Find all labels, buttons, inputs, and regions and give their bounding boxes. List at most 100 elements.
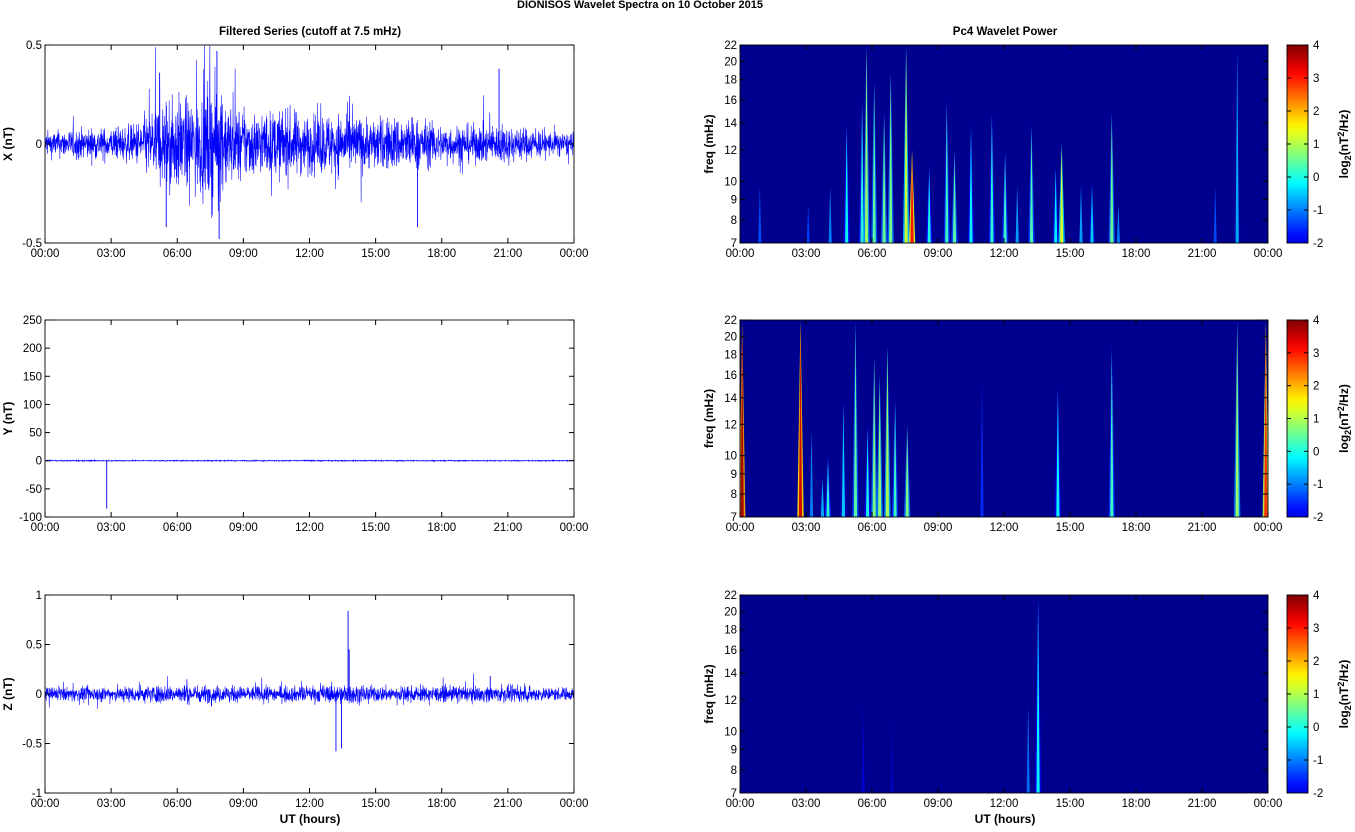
line-panel-1-xtick-label: 18:00 (427, 248, 456, 260)
heatmap-panel-3-power-streak (1036, 599, 1040, 793)
heatmap-panel-1-xtick-label: 00:00 (726, 248, 755, 260)
heatmap-panel-2-ylabel: freq (mHz) (702, 389, 716, 448)
line-panel-2-ytick-label: 100 (23, 399, 42, 411)
line-panel-2-xtick-label: 09:00 (229, 522, 258, 534)
figure-title: DIONISOS Wavelet Spectra on 10 October 2… (517, 0, 763, 11)
line-panel-1-xtick-label: 00:00 (560, 248, 589, 260)
line-panel-2-ylabel: Y (nT) (1, 402, 15, 436)
heatmap-panel-1-power-streak (1079, 185, 1083, 243)
heatmap-panel-1-power-streak (1213, 185, 1217, 243)
heatmap-panel-2-ytick-label: 22 (724, 315, 737, 327)
heatmap-panel-3-ytick-label: 22 (724, 590, 737, 602)
heatmap-panel-2-xtick-label: 00:00 (726, 522, 755, 534)
line-panel-3-ylabel: Z (nT) (1, 677, 15, 710)
heatmap-panel-3-ytick-label: 8 (731, 765, 737, 777)
heatmap-panel-3-xtick-label: 15:00 (1056, 798, 1085, 810)
heatmap-panel-2-power-streak (841, 401, 845, 517)
heatmap-panel-1-power-streak (1110, 115, 1114, 243)
line-panel-2-xtick-label: 12:00 (295, 522, 324, 534)
heatmap-panel-2-power-streak (1235, 324, 1239, 517)
line-panel-1-ytick-label: 0 (36, 139, 42, 151)
line-panel-2-ytick-label: -50 (25, 484, 42, 496)
heatmap-panel-3-power-streak (1026, 703, 1030, 793)
heatmap-panel-1-ytick-label: 7 (731, 238, 737, 250)
heatmap-panel-3-xtick-label: 06:00 (858, 798, 887, 810)
heatmap-panel-2-ytick-label: 14 (724, 393, 737, 405)
heatmap-panel-1-power-streak (910, 153, 914, 243)
heatmap-panel-2-colorbar-tick-label: 2 (1313, 381, 1319, 393)
heatmap-panel-3-xtick-label: 12:00 (990, 798, 1019, 810)
heatmap-panel-3-background (740, 595, 1268, 793)
heatmap-panel-3-xtick-label: 03:00 (792, 798, 821, 810)
line-panel-2-ytick-label: 200 (23, 343, 42, 355)
right-xlabel: UT (hours) (975, 812, 1036, 826)
heatmap-panel-3-xtick-label: 09:00 (924, 798, 953, 810)
heatmap-panel-1-xtick-label: 21:00 (1188, 248, 1217, 260)
line-panel-3-ytick-label: -1 (32, 788, 42, 800)
heatmap-panel-2-power-streak (893, 401, 897, 517)
heatmap-panel-2-power-streak (980, 378, 984, 517)
heatmap-panel-2-xtick-label: 06:00 (858, 522, 887, 534)
line-panel-1-xtick-label: 15:00 (361, 248, 390, 260)
heatmap-panel-2-xtick-label: 00:00 (1254, 522, 1283, 534)
heatmap-panel-2-background (740, 320, 1268, 517)
heatmap-panel-1-colorbar-tick-label: 3 (1313, 73, 1319, 85)
heatmap-panel-3-xtick-label: 21:00 (1188, 798, 1217, 810)
line-panel-3-xtick-label: 15:00 (361, 798, 390, 810)
heatmap-panel-1-power-streak (945, 104, 949, 243)
heatmap-panel-1-colorbar-tick-label: 0 (1313, 172, 1319, 184)
line-panel-1-ytick-label: 0.5 (26, 40, 42, 52)
heatmap-panel-1-power-streak (872, 83, 876, 243)
heatmap-panel-1-power-streak (1015, 185, 1019, 243)
heatmap-panel-2-power-streak (872, 358, 876, 517)
heatmap-panel-2-ytick-label: 7 (731, 512, 737, 524)
heatmap-panel-3-ytick-label: 9 (731, 745, 737, 757)
heatmap-panel-1-power-streak (1235, 49, 1239, 243)
heatmap-panel-2-power-streak (1264, 324, 1268, 517)
heatmap-panel-2-xtick-label: 15:00 (1056, 522, 1085, 534)
heatmap-panel-1-power-streak (927, 168, 931, 243)
line-panel-1-xtick-label: 06:00 (163, 248, 192, 260)
heatmap-panel-1-ytick-label: 14 (724, 118, 737, 130)
line-panel-2-xtick-label: 21:00 (493, 522, 522, 534)
heatmap-panel-1-colorbar-tick-label: -1 (1313, 205, 1323, 217)
heatmap-panel-3-colorbar-tick-label: 2 (1313, 656, 1319, 668)
line-panel-2-xtick-label: 03:00 (97, 522, 126, 534)
heatmap-panel-2-power-streak (853, 324, 858, 517)
heatmap-panel-2-colorbar-tick-label: 0 (1313, 446, 1319, 458)
right-column-title: Pc4 Wavelet Power (953, 26, 1058, 38)
heatmap-panel-1-ytick-label: 8 (731, 215, 737, 227)
heatmap-panel-3-colorbar-tick-label: 1 (1313, 689, 1319, 701)
heatmap-panel-2-colorbar-tick-label: 4 (1313, 315, 1320, 327)
line-panel-3-xtick-label: 12:00 (295, 798, 324, 810)
left-column-title: Filtered Series (cutoff at 7.5 mHz) (219, 26, 401, 38)
heatmap-panel-3-ylabel: freq (mHz) (702, 664, 716, 723)
heatmap-panel-1-power-streak (860, 104, 864, 243)
heatmap-panel-2-xtick-label: 12:00 (990, 522, 1019, 534)
line-panel-3-ytick-label: 0 (36, 689, 42, 701)
heatmap-panel-3-ytick-label: 18 (724, 625, 737, 637)
heatmap-panel-2-colorbar-tick-label: 3 (1313, 348, 1319, 360)
line-panel-3-series-line (44, 673, 575, 709)
heatmap-panel-3-colorbar-label: log2(nT2/Hz) (1336, 660, 1353, 729)
line-panel-1-series-line (44, 44, 575, 218)
heatmap-panel-1-power-streak (864, 49, 869, 243)
heatmap-panel-3-power-streak (861, 703, 865, 793)
line-panel-3-xtick-label: 21:00 (493, 798, 522, 810)
heatmap-panel-1-power-streak (1090, 185, 1094, 243)
heatmap-panel-2-ytick-label: 12 (724, 419, 737, 431)
heatmap-panel-2-features (740, 320, 1268, 517)
heatmap-panel-3-colorbar-tick-label: 4 (1313, 590, 1320, 602)
heatmap-panel-2-colorbar-label: log2(nT2/Hz) (1336, 384, 1353, 453)
heatmap-panel-3-colorbar-tick-label: -2 (1313, 788, 1323, 800)
line-panel-2-xtick-label: 15:00 (361, 522, 390, 534)
heatmap-panel-2-power-streak (1110, 349, 1114, 517)
heatmap-panel-1-colorbar-tick-label: -2 (1313, 238, 1323, 250)
line-panel-1-ytick-label: -0.5 (22, 238, 42, 250)
heatmap-panel-2-power-streak (798, 324, 803, 517)
heatmap-panel-3-xtick-label: 00:00 (726, 798, 755, 810)
heatmap-panel-2-ytick-label: 10 (724, 451, 737, 463)
heatmap-panel-2-colorbar-tick-label: -2 (1313, 512, 1323, 524)
heatmap-panel-2-power-streak (866, 428, 870, 517)
heatmap-panel-1-power-streak (1029, 127, 1034, 243)
